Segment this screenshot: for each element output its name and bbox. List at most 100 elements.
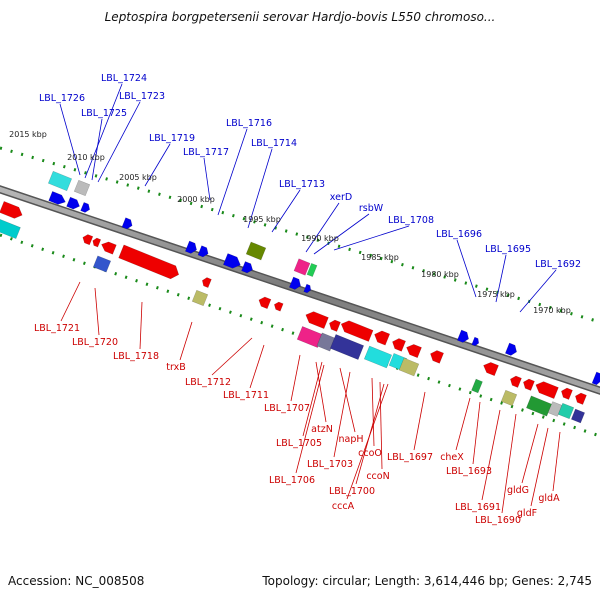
gene-feature[interactable] <box>296 326 324 348</box>
gene-feature[interactable] <box>428 349 444 364</box>
gene-feature[interactable] <box>66 196 82 211</box>
gene-feature[interactable] <box>398 357 420 377</box>
gene-feature[interactable] <box>304 309 329 330</box>
gene-feature[interactable] <box>500 389 518 407</box>
lower-gene-label[interactable]: LBL_1691 <box>455 502 501 513</box>
gene-feature[interactable] <box>526 395 552 417</box>
lower-label-leader <box>60 281 81 322</box>
gene-feature[interactable] <box>273 301 284 312</box>
gene-feature[interactable] <box>329 334 365 360</box>
gene-feature[interactable] <box>201 276 212 288</box>
gene-feature[interactable] <box>197 245 210 259</box>
gene-feature[interactable] <box>47 170 73 192</box>
upper-gene-label[interactable]: LBL_1724 <box>101 73 147 84</box>
gene-feature[interactable] <box>92 255 112 273</box>
upper-gene-label[interactable]: LBL_1725 <box>81 108 127 119</box>
gene-feature[interactable] <box>245 241 267 261</box>
lower-gene-label[interactable]: napH <box>338 434 363 445</box>
lower-gene-label[interactable]: gldG <box>507 485 529 496</box>
upper-gene-label[interactable]: LBL_1713 <box>279 179 325 190</box>
gene-feature[interactable] <box>508 374 522 388</box>
lower-gene-label[interactable]: ccoO <box>358 448 382 459</box>
gene-feature[interactable] <box>521 377 535 391</box>
upper-gene-label[interactable]: LBL_1696 <box>436 229 482 240</box>
lower-gene-label[interactable]: LBL_1721 <box>34 323 80 334</box>
gene-feature[interactable] <box>0 200 24 220</box>
gene-feature[interactable] <box>0 218 21 240</box>
gene-feature[interactable] <box>223 253 242 270</box>
gene-feature[interactable] <box>306 262 318 278</box>
lower-gene-label[interactable]: LBL_1690 <box>475 515 521 526</box>
gene-feature[interactable] <box>404 342 422 359</box>
upper-label-leader <box>217 128 248 216</box>
gene-feature[interactable] <box>573 391 587 405</box>
lower-gene-label[interactable]: LBL_1705 <box>276 438 322 449</box>
gene-feature[interactable] <box>591 371 600 386</box>
gene-feature[interactable] <box>471 378 483 394</box>
upper-gene-label[interactable]: LBL_1714 <box>251 138 297 149</box>
topology-text: Topology: circular; Length: 3,614,446 bp… <box>262 574 592 588</box>
lower-gene-label[interactable]: LBL_1703 <box>307 459 353 470</box>
gene-feature[interactable] <box>293 258 311 276</box>
lower-gene-label[interactable]: LBL_1697 <box>387 452 433 463</box>
upper-gene-label[interactable]: LBL_1723 <box>119 91 165 102</box>
lower-label-leader <box>501 413 517 514</box>
gene-feature[interactable] <box>81 233 94 246</box>
gene-feature[interactable] <box>184 240 198 255</box>
gene-feature[interactable] <box>303 283 313 294</box>
gene-feature[interactable] <box>91 237 102 248</box>
gene-feature[interactable] <box>327 318 341 332</box>
gene-feature[interactable] <box>481 360 499 377</box>
upper-gene-label[interactable]: LBL_1717 <box>183 147 229 158</box>
lower-gene-label[interactable]: LBL_1700 <box>329 486 375 497</box>
lower-gene-label[interactable]: LBL_1720 <box>72 337 118 348</box>
upper-gene-label[interactable]: xerD <box>330 192 352 203</box>
lower-gene-label[interactable]: LBL_1718 <box>113 351 159 362</box>
gene-feature[interactable] <box>504 342 518 357</box>
gene-feature[interactable] <box>456 329 470 344</box>
gene-feature[interactable] <box>570 408 586 424</box>
lower-gene-label[interactable]: LBL_1693 <box>446 466 492 477</box>
gene-feature[interactable] <box>363 345 393 369</box>
gene-feature[interactable] <box>390 337 406 352</box>
gene-feature[interactable] <box>372 329 391 346</box>
lower-label-leader <box>249 344 265 389</box>
upper-gene-label[interactable]: LBL_1719 <box>149 133 195 144</box>
upper-gene-label[interactable]: rsbW <box>359 203 384 214</box>
lower-gene-label[interactable]: ccoN <box>366 471 389 482</box>
lower-gene-label[interactable]: atzN <box>311 424 333 435</box>
gene-feature[interactable] <box>339 318 374 342</box>
chromosome-backbone-highlight <box>0 186 600 394</box>
gene-feature[interactable] <box>73 179 91 197</box>
gene-feature[interactable] <box>316 332 336 352</box>
gene-feature[interactable] <box>48 191 68 206</box>
gene-feature[interactable] <box>241 261 254 274</box>
gene-feature[interactable] <box>547 401 563 417</box>
lower-gene-label[interactable]: LBL_1711 <box>223 390 269 401</box>
gene-feature[interactable] <box>80 202 92 213</box>
lower-gene-label[interactable]: cccA <box>332 501 355 512</box>
gene-feature[interactable] <box>121 217 134 231</box>
lower-gene-label[interactable]: LBL_1707 <box>264 403 310 414</box>
gene-feature[interactable] <box>191 289 209 307</box>
gene-feature[interactable] <box>557 402 575 420</box>
gene-feature[interactable] <box>118 244 182 281</box>
upper-label-leader <box>305 202 340 253</box>
gene-feature[interactable] <box>100 240 117 255</box>
lower-gene-label[interactable]: gldA <box>538 493 560 504</box>
lower-gene-label[interactable]: gldF <box>517 508 537 519</box>
gene-feature[interactable] <box>257 295 272 310</box>
upper-gene-label[interactable]: LBL_1692 <box>535 259 581 270</box>
gene-feature[interactable] <box>534 379 559 400</box>
lower-gene-label[interactable]: trxB <box>166 362 186 373</box>
gene-feature[interactable] <box>559 386 573 400</box>
lower-gene-label[interactable]: LBL_1706 <box>269 475 315 486</box>
lower-gene-label[interactable]: LBL_1712 <box>185 377 231 388</box>
gene-feature[interactable] <box>471 336 481 347</box>
lower-gene-label[interactable]: cheX <box>440 452 464 463</box>
upper-gene-label[interactable]: LBL_1726 <box>39 93 85 104</box>
upper-gene-label[interactable]: LBL_1716 <box>226 118 272 129</box>
upper-gene-label[interactable]: LBL_1695 <box>485 244 531 255</box>
upper-gene-label[interactable]: LBL_1708 <box>388 215 434 226</box>
gene-feature[interactable] <box>288 276 302 291</box>
